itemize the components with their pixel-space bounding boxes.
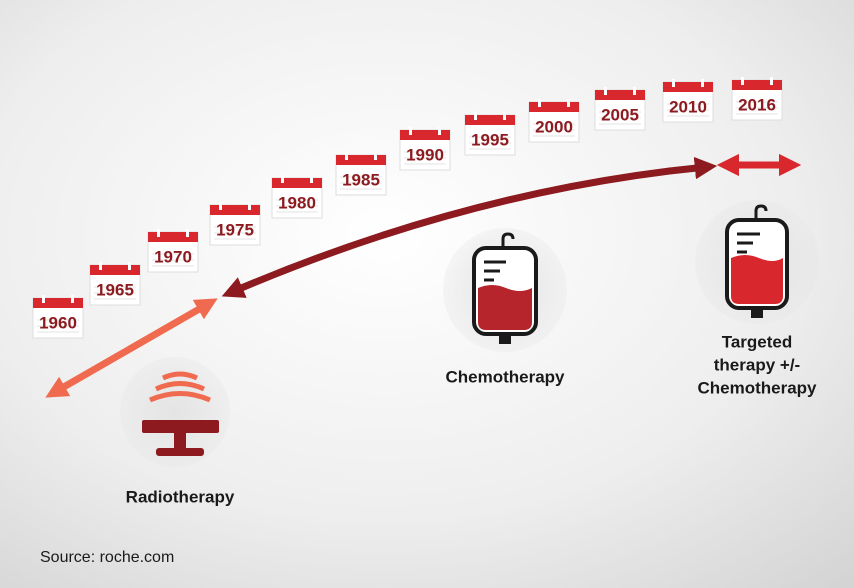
calendar-ring [186, 229, 189, 237]
calendar: 2016 [731, 77, 783, 121]
calendar-ring [503, 112, 506, 120]
year-label: 1995 [471, 130, 509, 149]
calendar-header [529, 102, 579, 112]
therapy-label: Radiotherapy [126, 487, 235, 506]
calendar-header [400, 130, 450, 140]
calendar-header [465, 115, 515, 125]
source: Source: roche.com [40, 549, 174, 566]
year-label: 1965 [96, 280, 134, 299]
calendar-header [595, 90, 645, 100]
year-label: 1975 [216, 220, 254, 239]
therapy-label: Targeted [722, 332, 793, 351]
calendar: 2010 [662, 79, 714, 123]
therapy-label: Chemotherapy [697, 378, 817, 397]
calendar: 1970 [147, 229, 199, 273]
calendar-ring [281, 175, 284, 183]
year-label: 1960 [39, 313, 77, 332]
year-label: 1980 [278, 193, 316, 212]
calendar-ring [770, 77, 773, 85]
targeted-icon [695, 200, 819, 324]
calendar-header [33, 298, 83, 308]
calendar-header [732, 80, 782, 90]
calendar: 2005 [594, 87, 646, 131]
calendar-header [210, 205, 260, 215]
calendar-ring [474, 112, 477, 120]
therapy-label: therapy +/- [714, 355, 800, 374]
calendar-ring [99, 262, 102, 270]
calendar-ring [374, 152, 377, 160]
therapy-label: Chemotherapy [445, 367, 565, 386]
year-label: 2000 [535, 117, 573, 136]
radiotherapy-icon [120, 357, 230, 467]
calendar-ring [71, 295, 74, 303]
year-label: 1990 [406, 145, 444, 164]
year-label: 2016 [738, 95, 776, 114]
calendar-ring [538, 99, 541, 107]
calendar: 1995 [464, 112, 516, 156]
calendar-ring [672, 79, 675, 87]
calendar-ring [438, 127, 441, 135]
calendar-ring [310, 175, 313, 183]
calendar: 1975 [209, 202, 261, 246]
chemotherapy-icon [443, 228, 567, 352]
chemotherapy-arrow [221, 156, 718, 298]
year-label: 2005 [601, 105, 639, 124]
calendar-ring [42, 295, 45, 303]
calendar-header [148, 232, 198, 242]
calendar: 2000 [528, 99, 580, 143]
calendar: 1960 [32, 295, 84, 339]
year-label: 1970 [154, 247, 192, 266]
calendar-ring [633, 87, 636, 95]
year-label: 1985 [342, 170, 380, 189]
calendar: 1965 [89, 262, 141, 306]
calendar-ring [604, 87, 607, 95]
calendar-ring [701, 79, 704, 87]
calendar-ring [345, 152, 348, 160]
calendar-header [336, 155, 386, 165]
calendar-ring [157, 229, 160, 237]
calendar-header [663, 82, 713, 92]
calendar-header [272, 178, 322, 188]
calendar-ring [741, 77, 744, 85]
calendar: 1985 [335, 152, 387, 196]
calendar-header [90, 265, 140, 275]
calendar-ring [128, 262, 131, 270]
calendar-ring [248, 202, 251, 210]
year-label: 2010 [669, 97, 707, 116]
calendar: 1980 [271, 175, 323, 219]
radiotherapy-arrow [45, 298, 218, 398]
calendar-ring [219, 202, 222, 210]
calendar-ring [409, 127, 412, 135]
calendar: 1990 [399, 127, 451, 171]
calendar-ring [567, 99, 570, 107]
